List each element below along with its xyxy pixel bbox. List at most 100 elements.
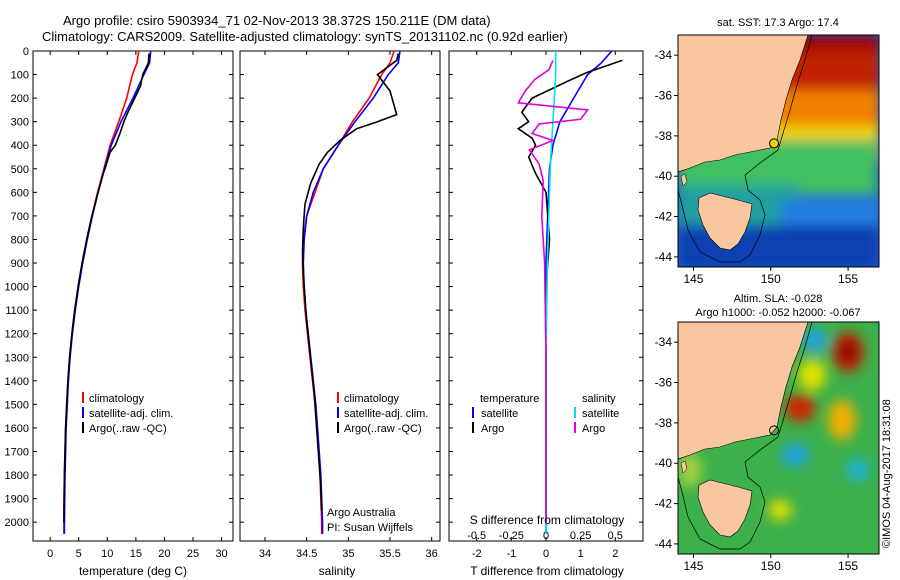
depth-tick-label: 600	[11, 187, 29, 199]
depth-tick-label: 200	[11, 93, 29, 105]
sla-tasmania	[697, 479, 753, 538]
sla-cold-2	[781, 443, 809, 467]
depth-tick-label: 700	[11, 211, 29, 223]
sst-tasmania	[697, 192, 753, 251]
sla-map-frame	[677, 321, 880, 555]
x-tick-label: 36	[426, 548, 438, 560]
sla-warm-patch	[798, 359, 826, 391]
difference-x-label: T difference from climatology	[470, 564, 624, 578]
argo-australia-label: Argo Australia	[327, 507, 396, 519]
depth-tick-label: 800	[11, 234, 29, 246]
x-tick-label: 2	[612, 548, 618, 560]
sla-mainland	[678, 322, 809, 460]
depth-tick-label: 900	[11, 258, 29, 270]
series-line-climatology	[301, 50, 395, 534]
sla-field	[678, 328, 870, 520]
depth-tick-label: 1600	[5, 423, 29, 435]
x-tick-label: 34	[259, 548, 271, 560]
temperature-x-axis: 0 5 10 15 20 25 30	[47, 51, 228, 560]
temperature-panel-frame	[32, 50, 234, 542]
s-tick-label: -0.5	[467, 530, 486, 542]
legend-argo-label: Argo(..raw -QC)	[89, 423, 167, 435]
legend-satellite-label: satellite-adj. clim.	[344, 408, 428, 420]
map-y-tick-label: -34	[655, 48, 673, 62]
pi-label: PI: Susan Wijffels	[327, 522, 413, 534]
legend-s-satellite-label: satellite	[582, 408, 619, 420]
x-tick-label: 25	[187, 548, 199, 560]
depth-tick-label: 1200	[5, 329, 29, 341]
sla-west-patch	[678, 452, 702, 488]
salinity-lines	[301, 50, 401, 534]
legend-climatology-label: climatology	[344, 393, 400, 405]
x-tick-label: 15	[130, 548, 142, 560]
map-y-tick-label: -42	[655, 497, 673, 511]
sla-shelf-contour	[678, 322, 813, 550]
legend-climatology-label: climatology	[89, 393, 145, 405]
depth-tick-label: 1700	[5, 446, 29, 458]
s-tick-label: 0.5	[608, 530, 623, 542]
sla-eddy-1-core	[840, 342, 856, 362]
s-tick-label: 0	[543, 530, 549, 542]
series-line-argo-raw-qc-	[63, 53, 150, 523]
s-tick-label: -0.25	[499, 530, 524, 542]
sla-eddy-3	[828, 400, 856, 440]
legend-salinity-heading: salinity	[582, 393, 616, 405]
difference-top-x-label: S difference from climatology	[470, 513, 625, 527]
depth-tick-label: 1500	[5, 399, 29, 411]
salinity-legend: climatology satellite-adj. clim. Argo(..…	[337, 392, 428, 435]
temperature-lines	[63, 50, 152, 534]
temperature-legend: climatology satellite-adj. clim. Argo(..…	[82, 392, 173, 435]
map-y-tick-label: -34	[655, 335, 673, 349]
depth-tick-label: 500	[11, 164, 29, 176]
difference-legend: temperature satellite Argo salinity sate…	[472, 393, 619, 435]
sst-map-title: sat. SST: 17.3 Argo: 17.4	[717, 17, 839, 29]
depth-tick-label: 1300	[5, 352, 29, 364]
depth-tick-label: 400	[11, 140, 29, 152]
x-tick-label: 10	[101, 548, 113, 560]
depth-tick-label: 1100	[5, 305, 29, 317]
depth-tick-label: 300	[11, 117, 29, 129]
sst-map-frame	[677, 34, 880, 268]
x-tick-label: 35	[342, 548, 354, 560]
sla-warm-patch-2	[768, 500, 792, 520]
sst-argo-marker	[769, 138, 780, 149]
map-x-tick-label: 155	[838, 559, 858, 573]
map-x-tick-label: 145	[683, 272, 703, 286]
temperature-x-label: temperature (deg C)	[79, 564, 187, 578]
x-tick-label: 0	[47, 548, 53, 560]
series-line-argo-raw-qc-	[301, 53, 400, 511]
figure-title-line2: Climatology: CARS2009. Satellite-adjuste…	[42, 29, 568, 44]
map-y-tick-label: -36	[655, 376, 673, 390]
map-y-tick-label: -38	[655, 416, 673, 430]
sst-map-axes: 145 150 155 -34 -36 -38 -40 -42 -44	[655, 48, 859, 286]
x-tick-label: -2	[472, 548, 482, 560]
s-tick-label: 0.25	[570, 530, 591, 542]
legend-argo-label: Argo(..raw -QC)	[344, 423, 422, 435]
legend-satellite-label: satellite-adj. clim.	[89, 408, 173, 420]
sla-king-island	[680, 460, 688, 474]
salinity-panel-frame	[239, 50, 441, 542]
x-tick-label: 35.5	[379, 548, 400, 560]
map-y-tick-label: -44	[655, 537, 673, 551]
sst-mainland	[678, 35, 809, 173]
depth-tick-label: 1400	[5, 376, 29, 388]
sla-map-axes: 145 150 155 -34 -36 -38 -40 -42 -44	[655, 335, 859, 573]
x-tick-label: 5	[76, 548, 82, 560]
sla-eddy-2	[785, 394, 815, 422]
map-y-tick-label: -42	[655, 210, 673, 224]
series-line-t-argo	[516, 59, 623, 523]
sla-map-title-line1: Altim. SLA: -0.028	[734, 293, 823, 305]
x-tick-label: 20	[158, 548, 170, 560]
series-line-t-satellite	[545, 50, 613, 534]
figure-title-line1: Argo profile: csiro 5903934_71 02-Nov-20…	[63, 13, 491, 28]
sst-king-island	[680, 173, 688, 187]
map-x-tick-label: 145	[683, 559, 703, 573]
depth-tick-label: 1900	[5, 494, 29, 506]
sst-map	[678, 35, 879, 267]
salinity-x-axis: 34 34.5 35 35.5 36	[259, 51, 438, 560]
map-x-tick-label: 150	[761, 559, 781, 573]
sst-shelf-contour	[678, 35, 813, 263]
map-y-tick-label: -40	[655, 169, 673, 183]
map-y-tick-label: -36	[655, 89, 673, 103]
